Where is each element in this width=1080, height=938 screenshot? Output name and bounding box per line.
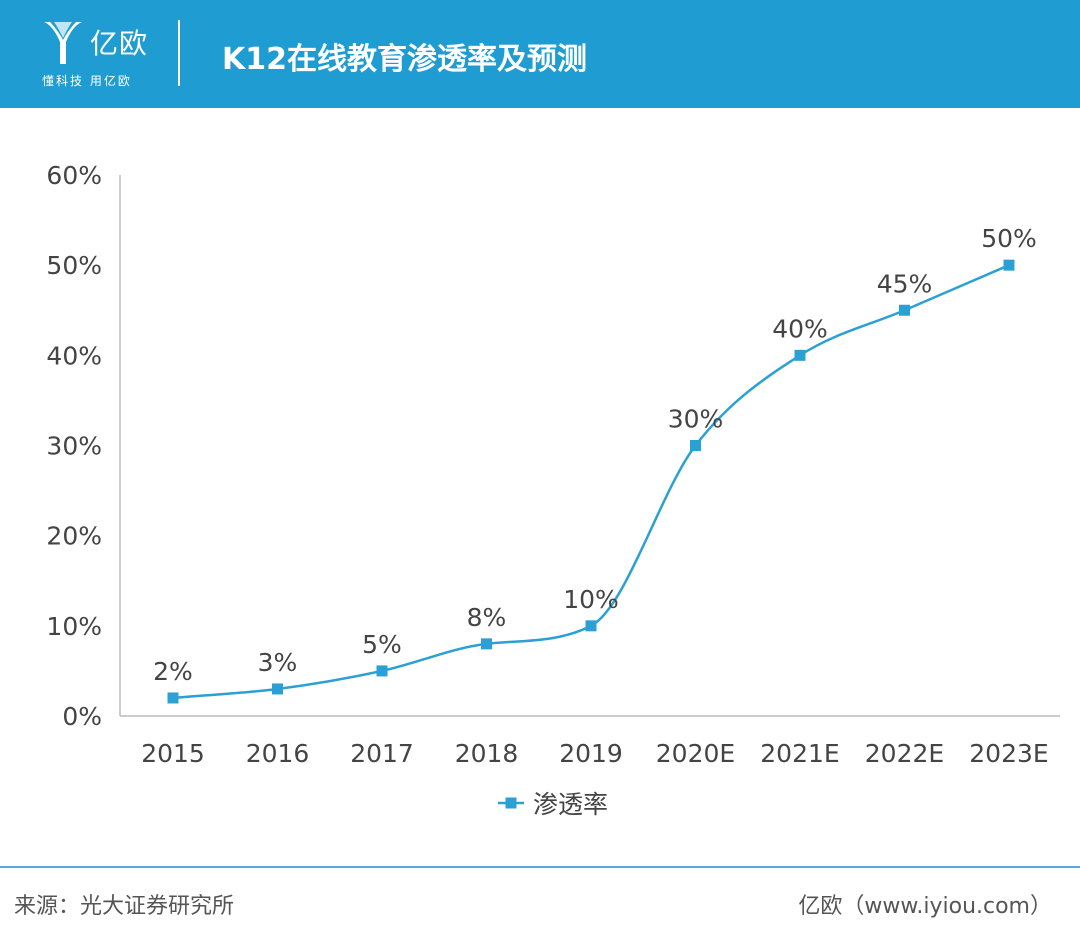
credit-note: 亿欧（www.iyiou.com） [798, 894, 1052, 919]
brand-logo: 亿欧 懂科技 用亿欧 [40, 16, 150, 92]
data-point-marker [167, 692, 179, 704]
data-point-marker [481, 638, 492, 650]
data-label: 45% [877, 269, 933, 298]
page-title: K12在线教育渗透率及预测 [222, 42, 587, 77]
source-note: 来源：光大证券研究所 [14, 894, 235, 919]
data-label: 50% [981, 224, 1037, 253]
x-tick-label: 2017 [350, 739, 414, 768]
y-tick-label: 20% [46, 522, 102, 551]
data-point-marker [1003, 259, 1015, 271]
data-point-marker [272, 683, 283, 695]
x-tick-label: 2019 [559, 739, 623, 768]
x-axis: 2015 2016 2017 2018 2019 2020E 2021E 2022E 2023E [120, 715, 1060, 768]
data-point-marker [585, 620, 597, 632]
x-tick-label: 2021E [760, 739, 839, 768]
x-tick-label: 2022E [865, 739, 944, 768]
footer-divider [0, 866, 1080, 868]
logo-slogan: 懂科技 用亿欧 [42, 74, 132, 88]
header-divider [178, 20, 180, 86]
data-label: 3% [258, 648, 298, 677]
y-tick-label: 50% [46, 251, 102, 280]
data-point-marker [794, 349, 806, 361]
data-point-marker [899, 304, 910, 316]
logo-name: 亿欧 [90, 27, 149, 60]
legend: 渗透率 [498, 790, 608, 819]
x-tick-label: 2020E [656, 739, 735, 768]
y-tick-label: 60% [46, 161, 102, 190]
data-label: 8% [467, 603, 507, 632]
data-label: 30% [668, 405, 724, 434]
y-tick-label: 40% [46, 341, 102, 370]
y-tick-label: 30% [46, 432, 102, 461]
data-point-marker [376, 665, 388, 677]
data-labels: 2% 3% 5% 8% 10% 30% 40% 45% 50% [153, 224, 1037, 686]
x-tick-label: 2018 [455, 739, 519, 768]
data-label: 2% [153, 657, 193, 686]
logo-mark-icon [44, 22, 82, 64]
x-tick-label: 2015 [141, 739, 205, 768]
y-tick-label: 0% [62, 702, 102, 731]
header-bar: 亿欧 懂科技 用亿欧 K12在线教育渗透率及预测 [0, 0, 1080, 108]
x-tick-label: 2023E [969, 739, 1048, 768]
data-point-marker [690, 440, 701, 451]
x-tick-label: 2016 [246, 739, 310, 768]
legend-marker-icon [505, 797, 517, 809]
data-label: 10% [563, 585, 619, 614]
series-penetration [167, 259, 1015, 704]
y-tick-label: 10% [46, 612, 102, 641]
series-line [172, 264, 1010, 700]
data-label: 40% [772, 314, 828, 343]
data-label: 5% [362, 630, 402, 659]
legend-label: 渗透率 [533, 790, 608, 819]
y-axis: 0% 10% 20% 30% 40% 50% 60% [46, 161, 121, 731]
line-chart: 0%10%20%30%40%50%60% 2015 2016 2017 2018 201… [46, 161, 1060, 819]
